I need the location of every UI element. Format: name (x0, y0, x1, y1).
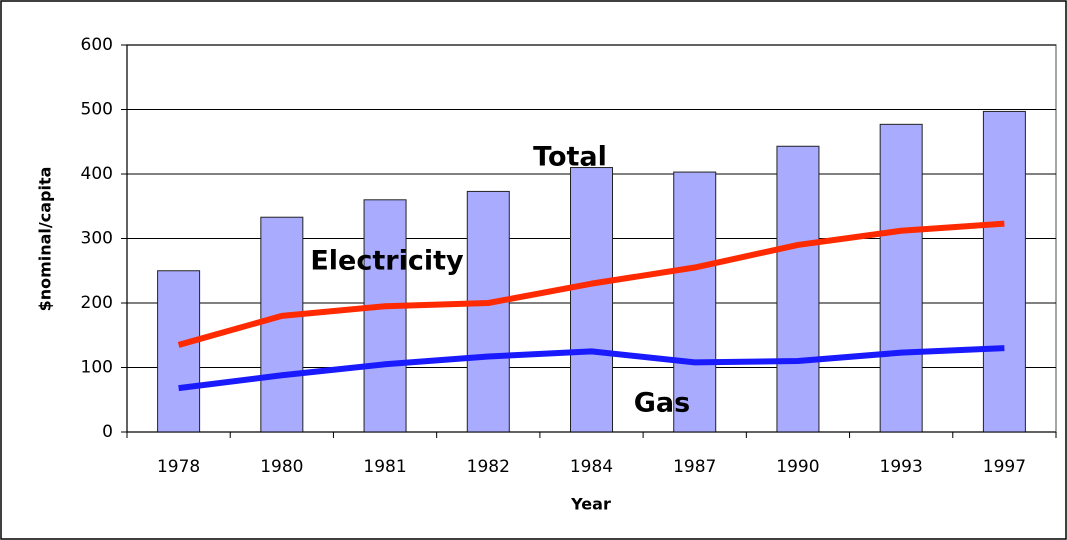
x-tick-label: 1980 (260, 457, 303, 477)
bar (570, 167, 613, 433)
bar (466, 190, 510, 433)
y-axis-label: $nominal/capita (36, 167, 55, 312)
y-tick-label: 500 (81, 100, 113, 120)
x-axis-label: Year (570, 495, 611, 514)
bar (982, 110, 1026, 433)
y-tick-label: 200 (81, 293, 113, 313)
x-tick-label: 1978 (157, 457, 200, 477)
bar (363, 199, 407, 433)
x-tick-label: 1987 (673, 457, 716, 477)
line (178, 345, 1005, 392)
y-tick-label: 600 (81, 35, 113, 55)
x-tick-label: 1993 (880, 457, 923, 477)
y-tick-label: 100 (81, 358, 113, 378)
y-tick-label: 0 (102, 422, 113, 442)
y-tick-label: 400 (81, 164, 113, 184)
line (177, 220, 1005, 348)
series-annotation: Gas (634, 388, 690, 419)
series-annotation: Total (533, 142, 607, 173)
bar (157, 270, 201, 433)
bar (776, 145, 820, 433)
y-tick-label: 300 (81, 229, 113, 249)
series-annotation: Electricity (310, 246, 464, 277)
x-tick-label: 1984 (570, 457, 613, 477)
bar (673, 171, 717, 433)
x-tick-label: 1990 (776, 457, 819, 477)
x-tick-label: 1997 (983, 457, 1026, 477)
x-tick-label: 1982 (467, 457, 510, 477)
x-tick-label: 1981 (363, 457, 406, 477)
bar (879, 123, 923, 433)
bar (260, 216, 304, 433)
